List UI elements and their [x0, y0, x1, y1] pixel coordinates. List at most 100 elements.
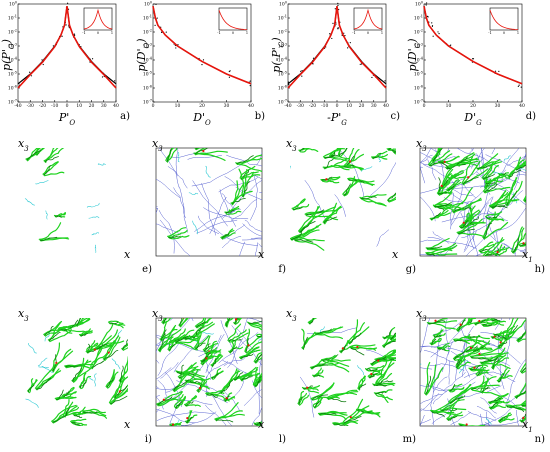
contour-line: [449, 192, 454, 230]
inset-tick-label: 1: [246, 31, 248, 35]
y-tick-label: 10-3: [278, 43, 287, 50]
contour-peak: [522, 242, 525, 245]
contour-line: [300, 376, 315, 418]
contour-line: [72, 359, 89, 382]
contour-line: [492, 354, 507, 370]
contour-line: [185, 401, 194, 407]
contour-line: [298, 206, 319, 233]
contour-line: [343, 405, 370, 424]
contour-line: [305, 209, 338, 216]
contour-line: [236, 154, 262, 165]
y-tick-label: 10-1: [278, 15, 287, 22]
contour-line: [298, 392, 307, 405]
contour-line: [324, 154, 339, 159]
contour-line: [319, 410, 348, 416]
contour-line: [201, 354, 222, 363]
contour-line: [209, 197, 227, 234]
data-point: [175, 47, 177, 49]
pdf-panel-4: 0 10 20 30 4010010-110-210-310-410-510-610-7…: [406, 1, 536, 128]
series-line-data: [152, 6, 252, 85]
panel-label: f): [278, 264, 286, 275]
contour-line: [64, 401, 74, 418]
data-point: [202, 59, 205, 61]
y-tick-label: 10-3: [143, 43, 152, 50]
contour-line: [512, 232, 526, 254]
contour-line: [483, 202, 490, 222]
panel-label: l): [279, 434, 286, 445]
contour-line: [223, 356, 246, 367]
contour-line: [27, 148, 38, 162]
contour-line: [438, 168, 454, 195]
x-tick-label: 0: [152, 103, 155, 109]
contour-line: [490, 397, 504, 410]
contour-line: [496, 231, 499, 256]
contour-line: [430, 339, 437, 345]
x-tick-label: 0: [66, 103, 69, 109]
contour-line: [345, 149, 360, 168]
contour-line: [433, 329, 444, 337]
data-point: [301, 75, 303, 77]
contour-line: [188, 192, 199, 196]
inset-tick-label: 1: [381, 31, 383, 35]
contour-line: [235, 186, 262, 201]
contour-line: [484, 184, 498, 193]
contour-line: [26, 149, 42, 161]
contour-line: [43, 165, 51, 176]
contour-line: [514, 391, 526, 398]
contour-line: [460, 215, 474, 227]
contour-line: [503, 318, 515, 340]
contour-line: [481, 148, 484, 167]
contour-line: [344, 410, 373, 425]
contour-line: [509, 160, 526, 179]
contour-line: [177, 151, 180, 163]
contour-line: [162, 318, 173, 325]
y-tick-label: 10-4: [8, 57, 18, 64]
x-tick-label: -40: [14, 103, 21, 109]
contour-panel-row1-2: x3 x e): [142, 137, 265, 275]
contour-line: [441, 409, 457, 412]
contour-line: [227, 323, 242, 341]
contour-line: [481, 387, 491, 393]
contour-line: [427, 247, 454, 251]
contour-line: [462, 160, 481, 185]
contour-line: [195, 150, 228, 156]
contour-line: [420, 148, 432, 163]
contour-line: [503, 155, 511, 162]
contour-line: [448, 386, 473, 403]
contour-line: [49, 330, 71, 343]
contour-line: [156, 388, 174, 390]
x-axis-label: P'O: [58, 111, 75, 127]
contour-line: [480, 369, 517, 407]
y-tick-label: 10-4: [414, 57, 424, 64]
x-tick-label: 10: [76, 103, 82, 109]
contour-line: [205, 165, 211, 178]
contour-panel-row2-2: x3 x i): [145, 307, 265, 445]
contour-line: [454, 339, 465, 342]
inset-plot: -1 0 1: [488, 7, 519, 35]
contour-line: [474, 319, 486, 325]
contour-line: [491, 205, 506, 209]
contour-peak: [306, 386, 309, 389]
contour-line: [120, 376, 128, 383]
contour-line: [441, 174, 453, 190]
contour-line: [176, 342, 199, 351]
contour-line: [425, 375, 431, 395]
contour-line: [456, 156, 468, 165]
data-point: [329, 32, 331, 35]
contour-line: [156, 411, 215, 421]
x-tick-label: 10: [446, 103, 452, 109]
contour-line: [255, 242, 258, 256]
y-tick-label: 10-2: [414, 29, 423, 36]
contour-line: [221, 368, 238, 395]
contour-line: [497, 248, 508, 256]
contour-line: [167, 229, 188, 238]
contour-line: [211, 357, 217, 367]
inset-curve: [218, 10, 247, 30]
contour-line: [225, 205, 240, 214]
x-axis-label: D'G: [463, 111, 482, 127]
contour-line: [482, 173, 495, 180]
contour-line: [36, 377, 52, 390]
contour-line: [517, 338, 526, 343]
data-point: [344, 35, 346, 37]
contour-line: [476, 161, 502, 170]
